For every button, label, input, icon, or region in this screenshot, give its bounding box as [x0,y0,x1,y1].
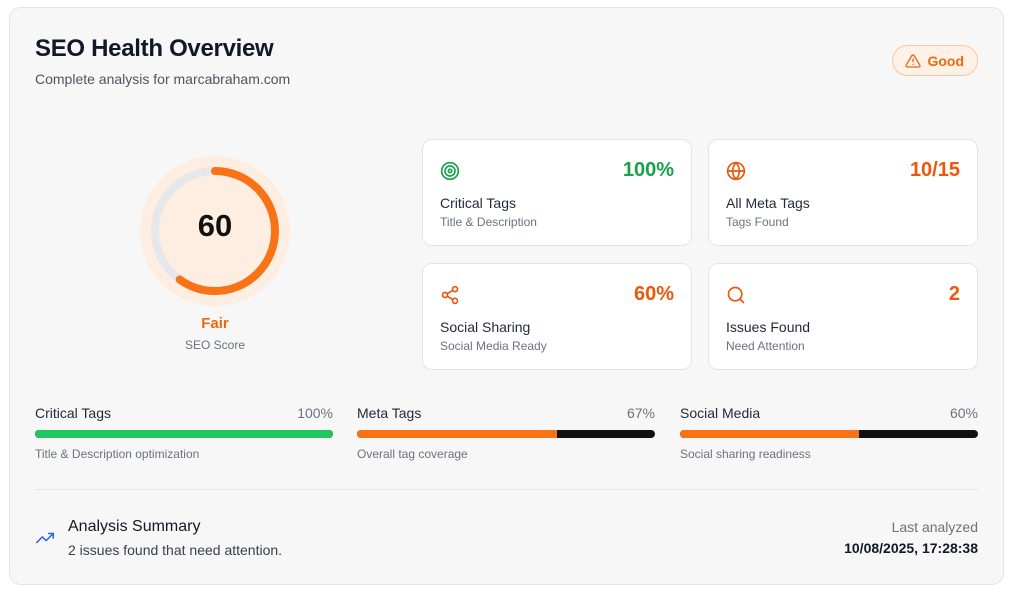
stat-label: Social Sharing [440,319,531,335]
stat-value: 60% [633,283,674,305]
progress-fill [357,430,557,438]
seo-score-rating: Fair [201,315,229,332]
last-analyzed-label: Last analyzed [891,519,978,535]
stat-label: Issues Found [726,319,811,335]
stat-card-social-sharing: 60% Social Sharing Social Media Ready [422,263,692,370]
progress-label: Social Media [680,405,761,421]
status-badge: Good [892,45,978,76]
seo-health-card: SEO Health Overview Complete analysis fo… [9,7,1004,585]
progress-track [680,430,978,438]
progress-label: Critical Tags [35,405,111,421]
trending-up-icon [36,532,54,544]
progress-value: 100% [297,405,333,421]
stat-label: Critical Tags [440,195,516,211]
progress-value: 67% [626,405,655,421]
progress-track [357,430,655,438]
target-icon [440,161,460,181]
stat-sublabel: Title & Description [440,215,537,229]
page-subtitle: Complete analysis for marcabraham.com [35,71,291,87]
progress-description: Social sharing readiness [680,447,811,461]
stat-card-issues-found: 2 Issues Found Need Attention [708,263,978,370]
stat-value: 10/15 [909,159,960,181]
globe-icon [726,161,746,181]
progress-description: Overall tag coverage [357,447,468,461]
progress-description: Title & Description optimization [35,447,200,461]
seo-score-value: 60 [197,208,233,243]
progress-track [35,430,333,438]
gauge-halo [140,156,290,306]
page-title: SEO Health Overview [35,35,274,62]
stat-value: 2 [948,283,960,305]
share-icon [441,285,459,305]
progress-value: 60% [949,405,978,421]
stat-sublabel: Tags Found [726,215,789,229]
status-badge-label: Good [927,52,964,69]
seo-score-label: SEO Score [184,338,246,352]
summary-title: Analysis Summary [68,518,201,535]
progress-fill [680,430,859,438]
progress-fill [35,430,333,438]
last-analyzed-value: 10/08/2025, 17:28:38 [844,540,978,556]
summary-text: 2 issues found that need attention. [68,542,283,558]
warning-triangle-icon [905,53,922,68]
section-divider [35,489,978,490]
gauge-arc [151,167,279,295]
stat-label: All Meta Tags [726,195,810,211]
seo-score-gauge [140,156,290,306]
search-icon [727,286,745,304]
stat-value: 100% [622,159,674,181]
stat-sublabel: Need Attention [726,339,805,353]
progress-label: Meta Tags [357,405,422,421]
stat-sublabel: Social Media Ready [440,339,547,353]
stat-card-all-meta-tags: 10/15 All Meta Tags Tags Found [708,139,978,246]
stat-card-critical-tags: 100% Critical Tags Title & Description [422,139,692,246]
